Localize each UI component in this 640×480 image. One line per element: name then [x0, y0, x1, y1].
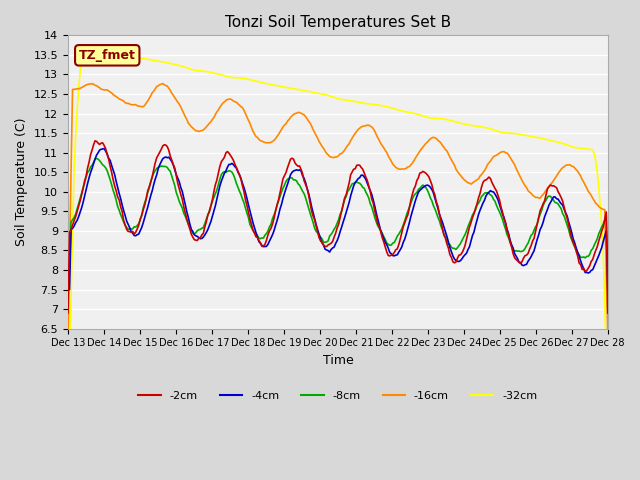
-8cm — [575, 252, 583, 258]
-2cm — [604, 310, 612, 316]
-32cm — [575, 145, 583, 151]
-32cm — [253, 79, 261, 84]
-4cm — [132, 233, 140, 239]
Line: -16cm: -16cm — [68, 84, 608, 336]
-8cm — [604, 267, 612, 273]
-16cm — [244, 118, 252, 123]
-2cm — [132, 229, 140, 235]
Line: -4cm: -4cm — [68, 149, 608, 289]
-8cm — [64, 267, 72, 273]
-8cm — [227, 168, 234, 174]
-8cm — [301, 195, 309, 201]
-32cm — [64, 409, 72, 415]
-16cm — [253, 135, 261, 141]
-32cm — [132, 54, 140, 60]
Line: -8cm: -8cm — [68, 158, 608, 270]
-8cm — [244, 215, 252, 220]
-16cm — [131, 102, 138, 108]
-16cm — [159, 81, 166, 86]
-4cm — [301, 180, 309, 185]
-16cm — [604, 332, 612, 337]
-32cm — [227, 74, 234, 80]
Line: -2cm: -2cm — [68, 141, 608, 313]
-32cm — [81, 44, 88, 49]
Legend: -2cm, -4cm, -8cm, -16cm, -32cm: -2cm, -4cm, -8cm, -16cm, -32cm — [134, 386, 542, 405]
-8cm — [93, 156, 100, 161]
-2cm — [92, 138, 99, 144]
Title: Tonzi Soil Temperatures Set B: Tonzi Soil Temperatures Set B — [225, 15, 451, 30]
Line: -32cm: -32cm — [68, 47, 608, 412]
-2cm — [244, 209, 252, 215]
-4cm — [227, 162, 234, 168]
-8cm — [132, 224, 140, 230]
-16cm — [575, 171, 583, 177]
-32cm — [244, 76, 252, 82]
Text: TZ_fmet: TZ_fmet — [79, 49, 136, 62]
-32cm — [604, 400, 612, 406]
-4cm — [244, 202, 252, 208]
-4cm — [575, 253, 583, 259]
Y-axis label: Soil Temperature (C): Soil Temperature (C) — [15, 118, 28, 246]
-16cm — [64, 334, 72, 339]
-32cm — [301, 88, 309, 94]
-4cm — [604, 287, 612, 292]
-4cm — [64, 287, 72, 292]
-2cm — [227, 153, 234, 158]
-8cm — [253, 233, 261, 239]
-2cm — [64, 310, 72, 316]
-4cm — [100, 146, 108, 152]
-4cm — [253, 235, 261, 240]
-2cm — [253, 235, 261, 240]
-2cm — [575, 260, 583, 266]
-2cm — [301, 181, 309, 187]
X-axis label: Time: Time — [323, 354, 353, 367]
-16cm — [227, 96, 234, 102]
-16cm — [301, 114, 309, 120]
